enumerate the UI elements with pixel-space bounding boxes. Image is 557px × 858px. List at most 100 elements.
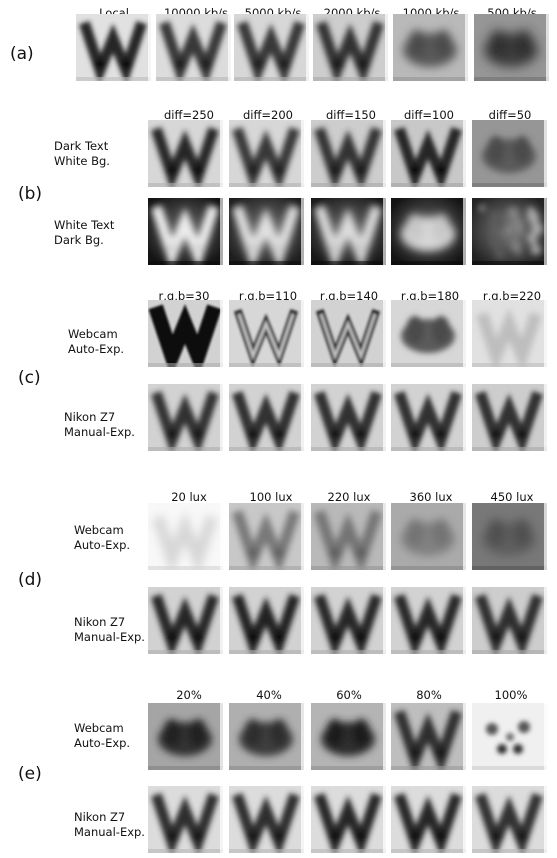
captured-image [229,198,304,265]
column-label-b-2: diff=200 [242,108,293,122]
panel-label-d: (d) [18,570,43,590]
captured-image-svg [148,786,223,853]
captured-image-svg [311,503,386,570]
captured-image [391,120,466,187]
captured-image-svg [229,703,304,770]
captured-image [391,198,466,265]
captured-image-svg [391,300,466,367]
captured-image-svg [391,703,466,770]
captured-image-svg [311,120,386,187]
column-label-c-5: r,g,b=220 [482,289,542,303]
column-label-e-5: 100% [494,688,528,702]
captured-image [311,198,386,265]
captured-image-svg [311,587,386,654]
captured-image-svg [472,503,547,570]
captured-image-svg [234,14,309,81]
captured-image-svg [311,786,386,853]
captured-image-svg [229,300,304,367]
captured-image-svg [76,14,151,81]
captured-image [472,300,547,367]
column-label-c-3: r,g,b=140 [319,289,379,303]
captured-image-svg [472,587,547,654]
captured-image-svg [148,198,223,265]
column-label-d-1: 20 lux [171,490,207,504]
captured-image-svg [472,384,547,451]
captured-image-svg [391,503,466,570]
captured-image [472,120,547,187]
column-label-e-2: 40% [256,688,282,702]
captured-image [148,786,223,853]
captured-image-svg [148,587,223,654]
row-label-line: Nikon Z7 [64,410,116,424]
captured-image-svg [391,120,466,187]
column-label-d-3: 220 lux [327,490,371,504]
captured-image-svg [391,384,466,451]
column-label-c-1: r,g,b=30 [158,289,210,303]
captured-image [148,587,223,654]
captured-image [472,703,547,770]
captured-image [472,198,547,265]
captured-image [472,786,547,853]
captured-image [148,503,223,570]
captured-image-svg [229,384,304,451]
row-label-c-2: Nikon Z7 Manual-Exp. [64,410,135,440]
captured-image [229,703,304,770]
captured-image [148,384,223,451]
row-label-b-2: White Text Dark Bg. [54,218,114,248]
row-label-b-1: Dark Text White Bg. [54,139,110,169]
row-label-line: White Text [54,218,115,232]
captured-image [148,198,223,265]
captured-image [229,503,304,570]
captured-image-svg [391,587,466,654]
captured-image [148,300,223,367]
captured-image [391,300,466,367]
captured-image [311,384,386,451]
captured-image [311,503,386,570]
row-label-line: Auto-Exp. [74,736,131,750]
row-label-line: Manual-Exp. [74,825,145,839]
column-label-c-4: r,g,b=180 [400,289,460,303]
column-label-e-3: 60% [336,688,362,702]
row-label-e-1: Webcam Auto-Exp. [74,721,130,751]
captured-image-svg [229,198,304,265]
row-label-d-2: Nikon Z7 Manual-Exp. [74,615,145,645]
column-label-e-4: 80% [416,688,442,702]
captured-image [311,703,386,770]
captured-image-svg [472,120,547,187]
captured-image-svg [148,384,223,451]
captured-image [229,587,304,654]
column-label-d-2: 100 lux [249,490,293,504]
captured-image [311,786,386,853]
panel-label-b: (b) [18,184,43,204]
captured-image-svg [313,14,388,81]
column-label-b-5: diff=50 [488,108,532,122]
captured-image-svg [148,503,223,570]
row-label-line: Dark Text [54,139,109,153]
captured-image-svg [311,300,386,367]
captured-image-svg [311,384,386,451]
captured-image [229,120,304,187]
captured-image-svg [472,703,547,770]
row-label-line: Nikon Z7 [74,615,126,629]
row-label-line: Webcam [74,721,124,735]
captured-image-svg [229,587,304,654]
captured-image [148,703,223,770]
captured-image [472,503,547,570]
captured-image [391,703,466,770]
row-label-line: Webcam [68,327,118,341]
panel-label-a: (a) [10,44,34,64]
captured-image-svg [474,14,549,81]
captured-image-svg [472,198,547,265]
captured-image-svg [148,300,223,367]
captured-image [474,14,549,81]
captured-image [311,120,386,187]
captured-image-svg [229,786,304,853]
row-label-c-1: Webcam Auto-Exp. [68,327,124,357]
captured-image-svg [148,703,223,770]
captured-image [391,786,466,853]
captured-image [229,384,304,451]
row-label-line: Manual-Exp. [64,425,135,439]
panel-label-c: (c) [18,368,41,388]
captured-image [472,384,547,451]
captured-image-svg [148,120,223,187]
